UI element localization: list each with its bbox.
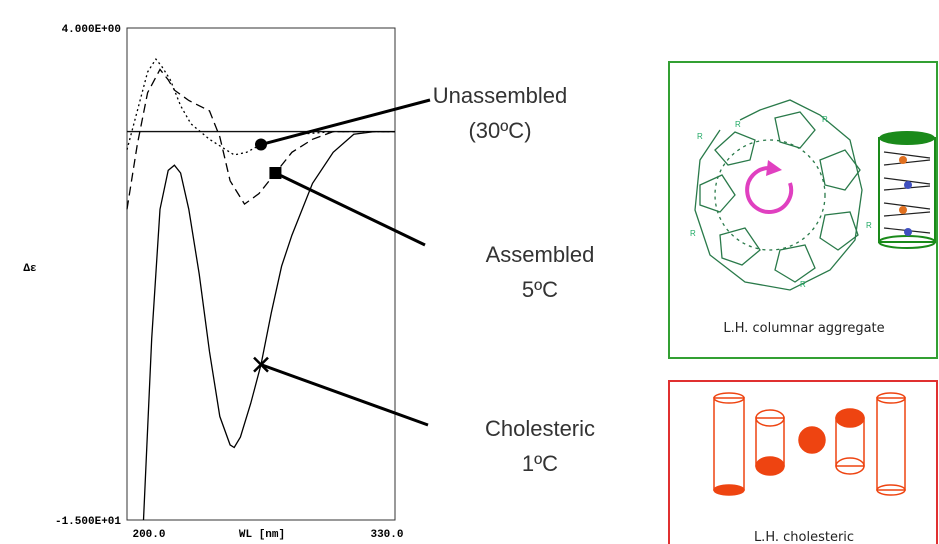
columnar-panel: R R R R R R L.H. columnar aggregate: [669, 62, 937, 358]
substituent-label: R: [690, 229, 696, 238]
substituent-label: R: [866, 221, 872, 230]
column-cylinder: [879, 131, 935, 248]
panel-frame: [669, 381, 937, 544]
substituent-label: R: [800, 280, 806, 289]
leader-line: [275, 173, 425, 245]
marker: [254, 358, 268, 372]
annotation: (30ºC): [468, 118, 531, 143]
annotation: Unassembled: [433, 83, 568, 108]
series-line: [144, 132, 396, 520]
leader-line: [261, 365, 428, 425]
cholesteric-panel: L.H. cholesteric: [669, 381, 937, 544]
y-tick-label: -1.500E+01: [55, 516, 121, 528]
y-axis-label: Δε: [23, 263, 37, 275]
x-tick-label: 330.0: [370, 529, 403, 541]
plot-frame: [127, 28, 395, 520]
annotation: 1ºC: [522, 451, 558, 476]
x-axis-label: WL [nm]: [239, 529, 285, 541]
y-tick-label: 4.000E+00: [62, 24, 121, 36]
substituent-label: R: [697, 132, 703, 141]
x-tick-label: 200.0: [132, 529, 165, 541]
chart: WL [nm] Δε R R R R R R: [0, 0, 939, 544]
leader-line: [261, 100, 430, 145]
annotation: 5ºC: [522, 277, 558, 302]
annotation: Cholesteric: [485, 416, 595, 441]
substituent-label: R: [822, 115, 828, 124]
substituent-label: R: [735, 120, 741, 129]
panel-caption: L.H. cholesteric: [754, 530, 854, 544]
marker: [255, 139, 267, 151]
panel-caption: L.H. columnar aggregate: [723, 321, 884, 336]
marker: [269, 167, 281, 179]
annotation: Assembled: [486, 242, 595, 267]
